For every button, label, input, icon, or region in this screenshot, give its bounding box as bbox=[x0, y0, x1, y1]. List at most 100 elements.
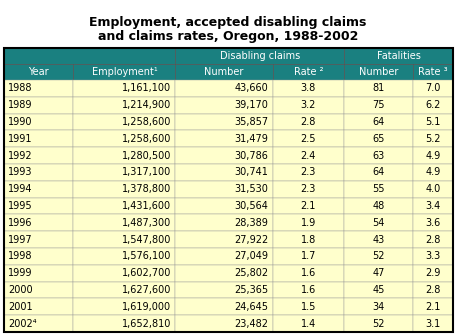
Text: 3.8: 3.8 bbox=[301, 83, 316, 93]
Text: 52: 52 bbox=[372, 319, 385, 329]
Bar bbox=[344, 80, 413, 97]
Text: 1993: 1993 bbox=[8, 167, 32, 177]
Bar bbox=[74, 64, 175, 80]
Text: 5.1: 5.1 bbox=[425, 117, 441, 127]
Bar bbox=[344, 231, 413, 248]
Text: Year: Year bbox=[28, 67, 49, 77]
Bar bbox=[413, 80, 453, 97]
Bar bbox=[344, 114, 413, 130]
Text: 64: 64 bbox=[372, 117, 385, 127]
Text: 75: 75 bbox=[372, 100, 385, 110]
Bar bbox=[175, 298, 273, 315]
Bar bbox=[413, 181, 453, 198]
Bar bbox=[4, 198, 74, 214]
Bar bbox=[4, 231, 74, 248]
Bar bbox=[273, 181, 344, 198]
Bar bbox=[4, 282, 74, 298]
Bar bbox=[344, 214, 413, 231]
Text: 3.3: 3.3 bbox=[425, 251, 441, 261]
Bar bbox=[175, 48, 344, 64]
Text: 1.6: 1.6 bbox=[301, 285, 316, 295]
Bar bbox=[413, 298, 453, 315]
Bar bbox=[273, 315, 344, 332]
Text: Fatalities: Fatalities bbox=[377, 51, 420, 61]
Text: Rate ³: Rate ³ bbox=[418, 67, 448, 77]
Text: 2002⁴: 2002⁴ bbox=[8, 319, 37, 329]
Text: 1,214,900: 1,214,900 bbox=[122, 100, 171, 110]
Bar bbox=[273, 248, 344, 265]
Text: Employment¹: Employment¹ bbox=[91, 67, 157, 77]
Text: 1998: 1998 bbox=[8, 251, 32, 261]
Bar bbox=[175, 130, 273, 147]
Text: 25,802: 25,802 bbox=[234, 268, 269, 278]
Bar bbox=[413, 97, 453, 114]
Bar bbox=[74, 147, 175, 164]
Text: 55: 55 bbox=[372, 184, 385, 194]
Bar bbox=[74, 164, 175, 181]
Text: 1,258,600: 1,258,600 bbox=[122, 134, 171, 144]
Text: 2.1: 2.1 bbox=[301, 201, 316, 211]
Text: 30,564: 30,564 bbox=[235, 201, 269, 211]
Text: Rate ²: Rate ² bbox=[293, 67, 323, 77]
Bar bbox=[413, 147, 453, 164]
Text: 5.2: 5.2 bbox=[425, 134, 441, 144]
Text: 3.1: 3.1 bbox=[425, 319, 441, 329]
Text: 1.5: 1.5 bbox=[301, 302, 316, 312]
Text: 1,547,800: 1,547,800 bbox=[122, 235, 171, 245]
Bar bbox=[273, 64, 344, 80]
Text: 31,479: 31,479 bbox=[235, 134, 269, 144]
Bar bbox=[175, 80, 273, 97]
Bar bbox=[344, 97, 413, 114]
Text: 1,487,300: 1,487,300 bbox=[122, 218, 171, 228]
Text: 2.8: 2.8 bbox=[301, 117, 316, 127]
Bar bbox=[344, 164, 413, 181]
Text: 81: 81 bbox=[372, 83, 385, 93]
Text: 1.8: 1.8 bbox=[301, 235, 316, 245]
Bar bbox=[74, 298, 175, 315]
Bar bbox=[344, 265, 413, 282]
Text: 30,786: 30,786 bbox=[235, 151, 269, 161]
Bar bbox=[175, 164, 273, 181]
Text: 1.4: 1.4 bbox=[301, 319, 316, 329]
Bar bbox=[74, 265, 175, 282]
Text: 3.6: 3.6 bbox=[425, 218, 441, 228]
Bar bbox=[74, 315, 175, 332]
Text: 1,619,000: 1,619,000 bbox=[122, 302, 171, 312]
Text: 1997: 1997 bbox=[8, 235, 32, 245]
Bar bbox=[273, 198, 344, 214]
Bar bbox=[273, 231, 344, 248]
Text: 1.6: 1.6 bbox=[301, 268, 316, 278]
Bar bbox=[4, 114, 74, 130]
Text: 1991: 1991 bbox=[8, 134, 32, 144]
Text: 28,389: 28,389 bbox=[235, 218, 269, 228]
Text: 35,857: 35,857 bbox=[234, 117, 269, 127]
Text: 54: 54 bbox=[372, 218, 385, 228]
Text: 2.3: 2.3 bbox=[301, 167, 316, 177]
Bar bbox=[4, 298, 74, 315]
Text: 30,741: 30,741 bbox=[235, 167, 269, 177]
Bar bbox=[4, 97, 74, 114]
Bar bbox=[344, 248, 413, 265]
Text: 1,161,100: 1,161,100 bbox=[122, 83, 171, 93]
Text: 1,378,800: 1,378,800 bbox=[122, 184, 171, 194]
Text: Employment, accepted disabling claims: Employment, accepted disabling claims bbox=[89, 16, 367, 29]
Bar bbox=[413, 164, 453, 181]
Bar bbox=[4, 181, 74, 198]
Text: 4.9: 4.9 bbox=[425, 151, 441, 161]
Text: 24,645: 24,645 bbox=[234, 302, 269, 312]
Text: 1996: 1996 bbox=[8, 218, 32, 228]
Bar bbox=[273, 265, 344, 282]
Bar bbox=[4, 265, 74, 282]
Bar bbox=[344, 298, 413, 315]
Bar bbox=[175, 282, 273, 298]
Text: 2.8: 2.8 bbox=[425, 235, 441, 245]
Bar bbox=[273, 80, 344, 97]
Bar bbox=[413, 265, 453, 282]
Bar bbox=[4, 315, 74, 332]
Bar bbox=[413, 282, 453, 298]
Bar bbox=[344, 130, 413, 147]
Text: 65: 65 bbox=[372, 134, 385, 144]
Text: 23,482: 23,482 bbox=[234, 319, 269, 329]
Bar bbox=[413, 64, 453, 80]
Bar bbox=[175, 97, 273, 114]
